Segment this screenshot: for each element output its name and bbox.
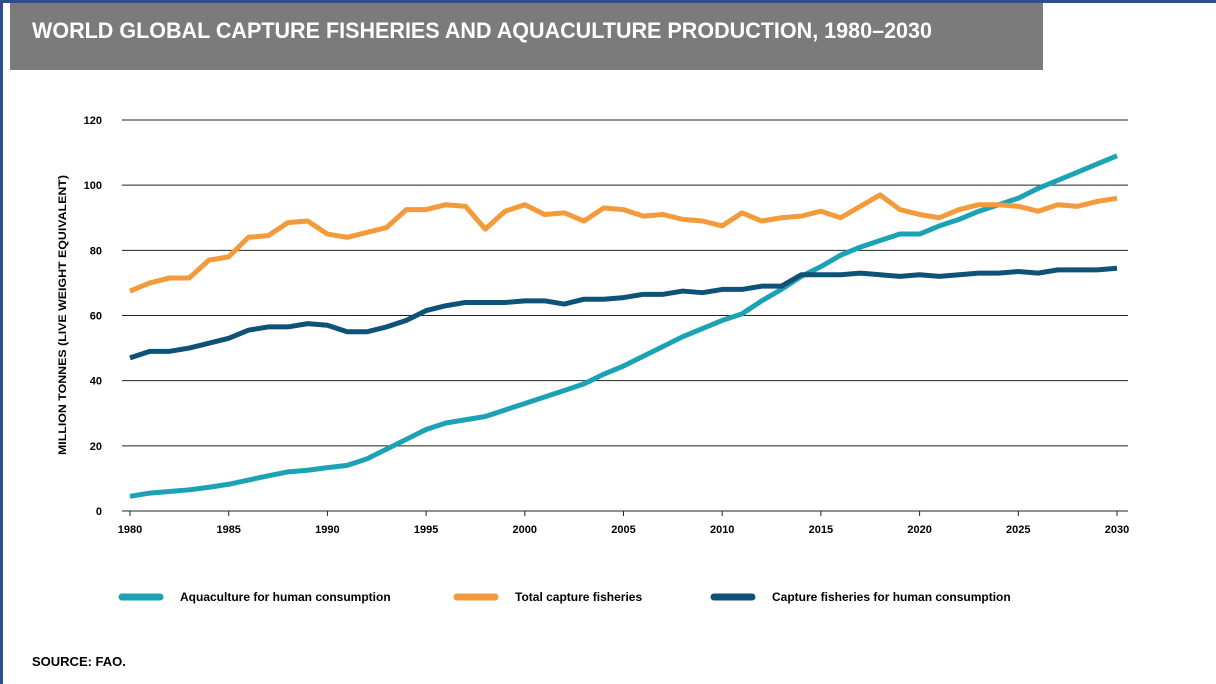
- x-tick-label: 2030: [1105, 524, 1129, 536]
- x-tick-label: 2005: [611, 524, 635, 536]
- y-tick-label: 100: [84, 180, 102, 192]
- legend-label: Capture fisheries for human consumption: [772, 590, 1011, 604]
- x-tick-label: 2020: [907, 524, 931, 536]
- y-tick-label: 80: [90, 245, 102, 257]
- x-tick-label: 1990: [315, 524, 339, 536]
- source: SOURCE: FAO.: [32, 654, 126, 669]
- x-tick-label: 2000: [513, 524, 537, 536]
- y-tick-label: 20: [90, 441, 102, 453]
- y-tick-label: 60: [90, 311, 102, 323]
- x-tick-label: 1985: [216, 524, 240, 536]
- legend-label: Total capture fisheries: [515, 590, 642, 604]
- legend-label: Aquaculture for human consumption: [180, 590, 391, 604]
- series-line: [129, 192, 1118, 294]
- x-tick-label: 1995: [414, 524, 438, 536]
- top-border: [0, 0, 1216, 3]
- chart-title: WORLD GLOBAL CAPTURE FISHERIES AND AQUAC…: [32, 18, 932, 43]
- title-bar: [10, 3, 1043, 70]
- left-border: [0, 0, 3, 684]
- x-tick-label: 2010: [710, 524, 734, 536]
- y-axis-label: MILLION TONNES (LIVE WEIGHT EQUIVALENT): [57, 175, 69, 455]
- x-tick-label: 2025: [1006, 524, 1030, 536]
- series-line: [129, 153, 1118, 499]
- x-tick-label: 1980: [118, 524, 142, 536]
- y-tick-label: 120: [84, 115, 102, 127]
- x-tick-label: 2015: [809, 524, 833, 536]
- y-tick-label: 40: [90, 376, 102, 388]
- y-tick-label: 0: [96, 506, 102, 518]
- series-line: [129, 265, 1118, 361]
